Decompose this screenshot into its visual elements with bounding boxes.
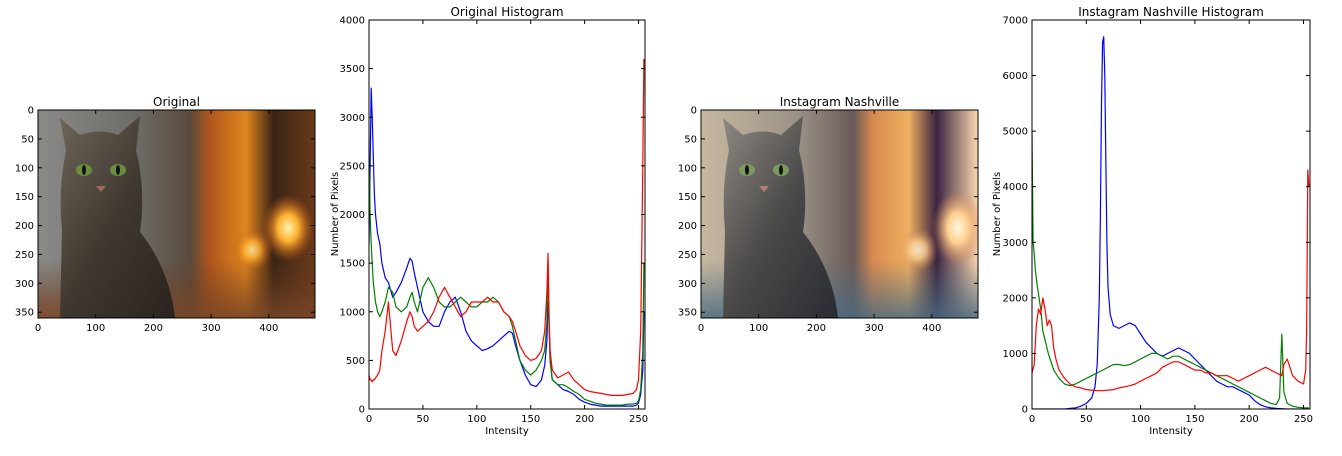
y-tick-label: 2000 [1003, 293, 1028, 304]
y-tick-label: 250 [15, 250, 34, 261]
y-tick-label: 2500 [340, 161, 365, 172]
nashville-photo [701, 110, 978, 318]
original-histogram-ylabel: Number of Pixels [330, 172, 341, 257]
y-tick-label: 6000 [1003, 71, 1028, 82]
x-tick-label: 150 [1185, 414, 1204, 425]
original-histogram-xlabel: Intensity [485, 426, 529, 437]
y-tick-label: 2000 [340, 210, 365, 221]
y-tick-label: 1500 [340, 259, 365, 270]
x-tick-label: 0 [698, 323, 704, 334]
panel-nashville: Instagram Nashville 0 100 200 300 400 0 50 100 1… [678, 95, 979, 334]
y-tick-label: 50 [21, 134, 34, 145]
panel-original-histogram: Original Histogram 0 50 100 150 200 250050010… [330, 5, 648, 437]
x-tick-label: 200 [807, 323, 826, 334]
original-title: Original [153, 95, 200, 109]
x-tick-label: 100 [467, 414, 486, 425]
y-tick-label: 0 [28, 106, 34, 117]
original-histogram-title: Original Histogram [450, 5, 563, 19]
y-tick-label: 300 [15, 279, 34, 290]
original-histogram-ticks: 0 50 100 150 200 2500500100015002000250030003… [340, 16, 649, 426]
y-tick-label: 3000 [340, 113, 365, 124]
y-tick-label: 0 [1022, 405, 1028, 416]
x-tick-label: 50 [417, 414, 430, 425]
x-tick-label: 400 [259, 323, 278, 334]
x-tick-label: 0 [1029, 414, 1035, 425]
x-tick-label: 100 [749, 323, 768, 334]
original-photo [38, 110, 315, 318]
histogram-series-line [369, 58, 645, 396]
y-tick-label: 200 [15, 221, 34, 232]
panel-original: Original 0 100 200 300 400 0 50 100 150 200 250 300… [15, 95, 316, 334]
x-tick-label: 200 [575, 414, 594, 425]
x-tick-label: 200 [144, 323, 163, 334]
x-tick-label: 200 [1240, 414, 1259, 425]
panel-nashville-histogram: Instagram Nashville Histogram 0 50 100 150 2… [992, 5, 1313, 437]
original-histogram-series [369, 58, 645, 407]
nashville-ticks: 0 100 200 300 400 0 50 100 150 200 250 300 350 [678, 106, 978, 334]
y-tick-label: 1000 [1003, 349, 1028, 360]
y-tick-label: 300 [678, 279, 697, 290]
x-tick-label: 250 [629, 414, 648, 425]
nashville-histogram-ticks: 0 50 100 150 200 250 0 1000 2000 3000 4000 5000 6000… [1003, 16, 1313, 426]
nashville-histogram-ylabel: Number of Pixels [992, 172, 1003, 257]
y-tick-label: 4000 [1003, 182, 1028, 193]
y-tick-label: 4000 [340, 16, 365, 27]
y-tick-label: 500 [346, 356, 365, 367]
x-tick-label: 50 [1080, 414, 1093, 425]
nashville-histogram-title: Instagram Nashville Histogram [1078, 5, 1264, 19]
y-tick-label: 0 [359, 405, 365, 416]
y-tick-label: 0 [691, 106, 697, 117]
y-tick-label: 100 [678, 163, 697, 174]
y-tick-label: 50 [684, 134, 697, 145]
x-tick-label: 100 [1131, 414, 1150, 425]
y-tick-label: 100 [15, 163, 34, 174]
y-tick-label: 250 [678, 250, 697, 261]
x-tick-label: 300 [202, 323, 221, 334]
y-tick-label: 200 [678, 221, 697, 232]
x-tick-label: 400 [922, 323, 941, 334]
x-tick-label: 150 [521, 414, 540, 425]
nashville-histogram-series [1032, 36, 1310, 409]
y-tick-label: 350 [678, 308, 697, 319]
original-ticks: 0 100 200 300 400 0 50 100 150 200 250 300 350 [15, 106, 315, 334]
x-tick-label: 0 [35, 323, 41, 334]
y-tick-label: 150 [678, 192, 697, 203]
y-tick-label: 3500 [340, 64, 365, 75]
histogram-series-line [1032, 169, 1310, 392]
nashville-title: Instagram Nashville [780, 95, 900, 109]
nashville-histogram-xlabel: Intensity [1149, 426, 1193, 437]
y-tick-label: 5000 [1003, 127, 1028, 138]
y-tick-label: 7000 [1003, 16, 1028, 27]
y-tick-label: 350 [15, 308, 34, 319]
y-tick-label: 150 [15, 192, 34, 203]
y-tick-label: 1000 [340, 307, 365, 318]
histogram-series-line [1032, 131, 1309, 409]
x-tick-label: 0 [366, 414, 372, 425]
x-tick-label: 250 [1294, 414, 1313, 425]
x-tick-label: 300 [865, 323, 884, 334]
y-tick-label: 3000 [1003, 238, 1028, 249]
x-tick-label: 100 [86, 323, 105, 334]
